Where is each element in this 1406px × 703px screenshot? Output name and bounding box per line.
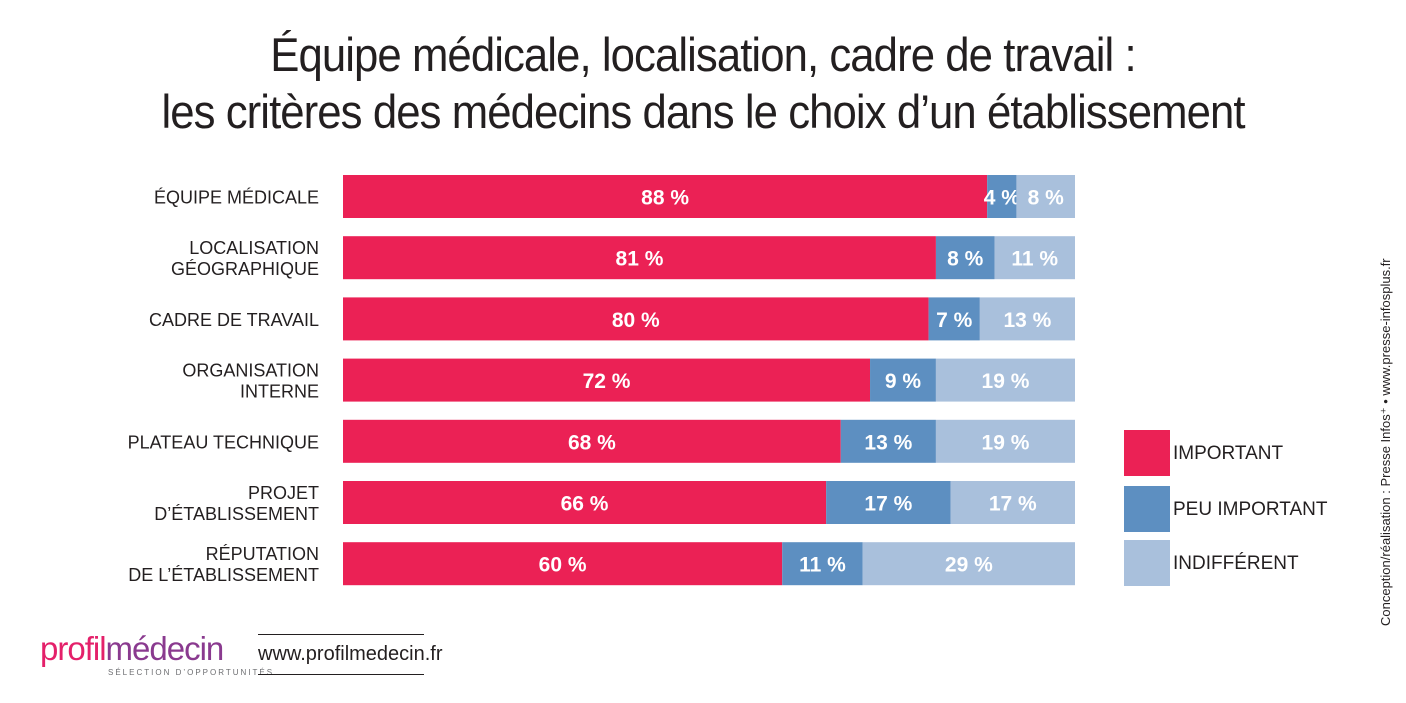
category-label-3: CADRE DE TRAVAIL bbox=[149, 310, 319, 330]
category-label-6-line-2: D’ÉTABLISSEMENT bbox=[154, 504, 319, 524]
profilmedecin-logo: profilmédecin bbox=[40, 630, 225, 668]
data-label-indifferent-4: 19 % bbox=[982, 370, 1030, 393]
logo-part-2: médecin bbox=[105, 630, 225, 667]
category-label-7-line-2: DE L’ÉTABLISSEMENT bbox=[128, 565, 319, 585]
data-label-important-6: 66 % bbox=[561, 493, 609, 516]
data-label-peu-important-2: 8 % bbox=[947, 248, 984, 271]
credit-text: Conception/réalisation : Presse Infos⁺ •… bbox=[1378, 258, 1393, 626]
category-label-1: ÉQUIPE MÉDICALE bbox=[154, 188, 319, 208]
category-label-6-line-1: PROJET bbox=[248, 483, 319, 503]
bar-peu-important-1 bbox=[987, 175, 1017, 218]
bar-peu-important-5 bbox=[840, 419, 936, 463]
bar-indifferent-4 bbox=[935, 358, 1075, 402]
bar-important-2 bbox=[343, 236, 936, 280]
data-label-important-4: 72 % bbox=[583, 370, 631, 393]
bar-peu-important-2 bbox=[935, 236, 995, 280]
website-rule-bottom bbox=[258, 674, 424, 675]
data-label-important-7: 60 % bbox=[539, 554, 587, 577]
legend-swatch-indifferent bbox=[1124, 540, 1170, 586]
bar-indifferent-6 bbox=[950, 481, 1075, 524]
legend-label-indifferent: INDIFFÉRENT bbox=[1173, 553, 1299, 574]
bar-indifferent-7 bbox=[862, 542, 1075, 586]
bar-indifferent-1 bbox=[1016, 175, 1075, 218]
bar-indifferent-2 bbox=[994, 236, 1075, 280]
legend-swatch-important bbox=[1124, 430, 1170, 476]
category-label-4-line-1: ORGANISATION bbox=[182, 361, 319, 381]
data-label-peu-important-4: 9 % bbox=[885, 370, 922, 393]
bar-peu-important-7 bbox=[782, 542, 863, 586]
website-link[interactable]: www.profilmedecin.fr bbox=[258, 643, 443, 665]
bar-important-3 bbox=[343, 297, 929, 341]
data-label-indifferent-6: 17 % bbox=[989, 493, 1037, 516]
data-label-peu-important-5: 13 % bbox=[864, 431, 912, 454]
bar-important-7 bbox=[343, 542, 783, 586]
chart-title-line-1: Équipe médicale, localisation, cadre de … bbox=[270, 28, 1136, 81]
data-label-important-3: 80 % bbox=[612, 309, 660, 332]
category-label-2-line-1: LOCALISATION bbox=[189, 238, 319, 258]
category-label-2-line-2: GÉOGRAPHIQUE bbox=[171, 259, 319, 279]
data-label-peu-important-6: 17 % bbox=[864, 493, 912, 516]
category-label-4-line-2: INTERNE bbox=[240, 382, 319, 402]
bar-important-4 bbox=[343, 358, 871, 402]
bar-indifferent-5 bbox=[935, 419, 1075, 463]
bar-important-6 bbox=[343, 481, 827, 524]
category-label-5: PLATEAU TECHNIQUE bbox=[128, 432, 319, 452]
legend-swatch-peu-important bbox=[1124, 486, 1170, 532]
data-label-peu-important-7: 11 % bbox=[799, 554, 846, 577]
bar-peu-important-6 bbox=[826, 481, 951, 524]
data-label-important-2: 81 % bbox=[616, 248, 664, 271]
data-label-indifferent-5: 19 % bbox=[982, 431, 1030, 454]
data-label-important-5: 68 % bbox=[568, 431, 616, 454]
data-label-indifferent-7: 29 % bbox=[945, 554, 993, 577]
legend-label-important: IMPORTANT bbox=[1173, 443, 1284, 464]
data-label-important-1: 88 % bbox=[641, 187, 689, 210]
bar-important-5 bbox=[343, 419, 841, 463]
logo-tagline: SÉLECTION D’OPPORTUNITÉS bbox=[108, 668, 275, 677]
bar-indifferent-3 bbox=[979, 297, 1075, 341]
chart-title: Équipe médicale, localisation, cadre de … bbox=[49, 26, 1357, 140]
website-rule-top bbox=[258, 634, 424, 635]
chart-title-line-2: les critères des médecins dans le choix … bbox=[161, 85, 1245, 138]
data-label-peu-important-3: 7 % bbox=[936, 309, 973, 332]
bar-peu-important-3 bbox=[928, 297, 980, 341]
data-label-indifferent-1: 8 % bbox=[1028, 187, 1065, 210]
legend-label-peu-important: PEU IMPORTANT bbox=[1173, 499, 1328, 520]
category-label-7-line-1: RÉPUTATION bbox=[206, 544, 319, 564]
logo-part-1: profil bbox=[40, 630, 107, 667]
data-label-peu-important-1: 4 % bbox=[984, 187, 1021, 210]
bar-important-1 bbox=[343, 175, 988, 218]
data-label-indifferent-3: 13 % bbox=[1003, 309, 1051, 332]
data-label-indifferent-2: 11 % bbox=[1011, 248, 1058, 271]
bar-peu-important-4 bbox=[870, 358, 936, 402]
